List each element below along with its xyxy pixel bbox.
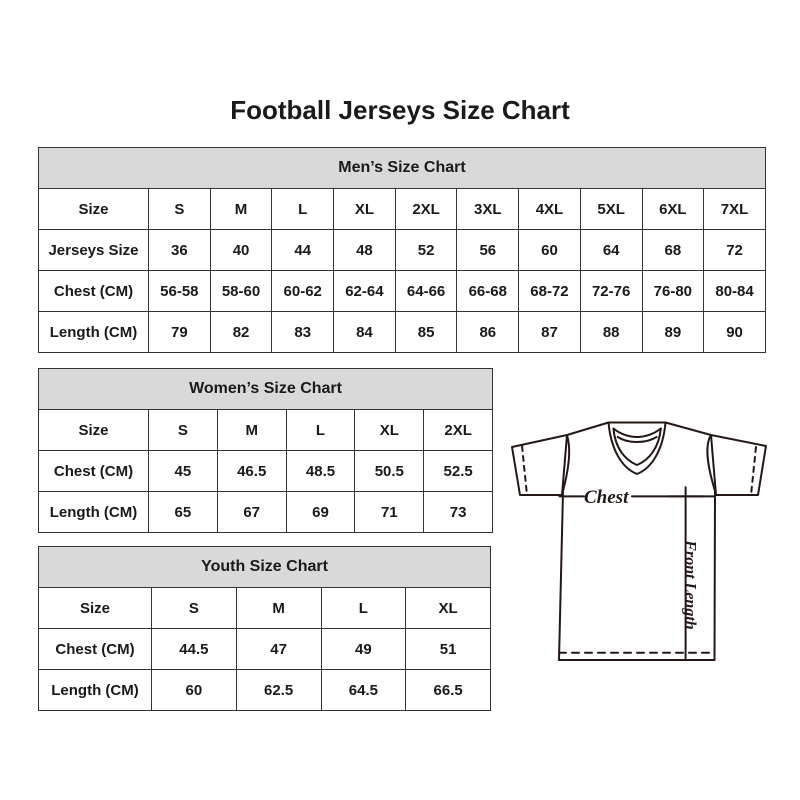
svg-text:Front Length: Front Length: [682, 539, 699, 629]
svg-text:Chest: Chest: [584, 487, 629, 508]
